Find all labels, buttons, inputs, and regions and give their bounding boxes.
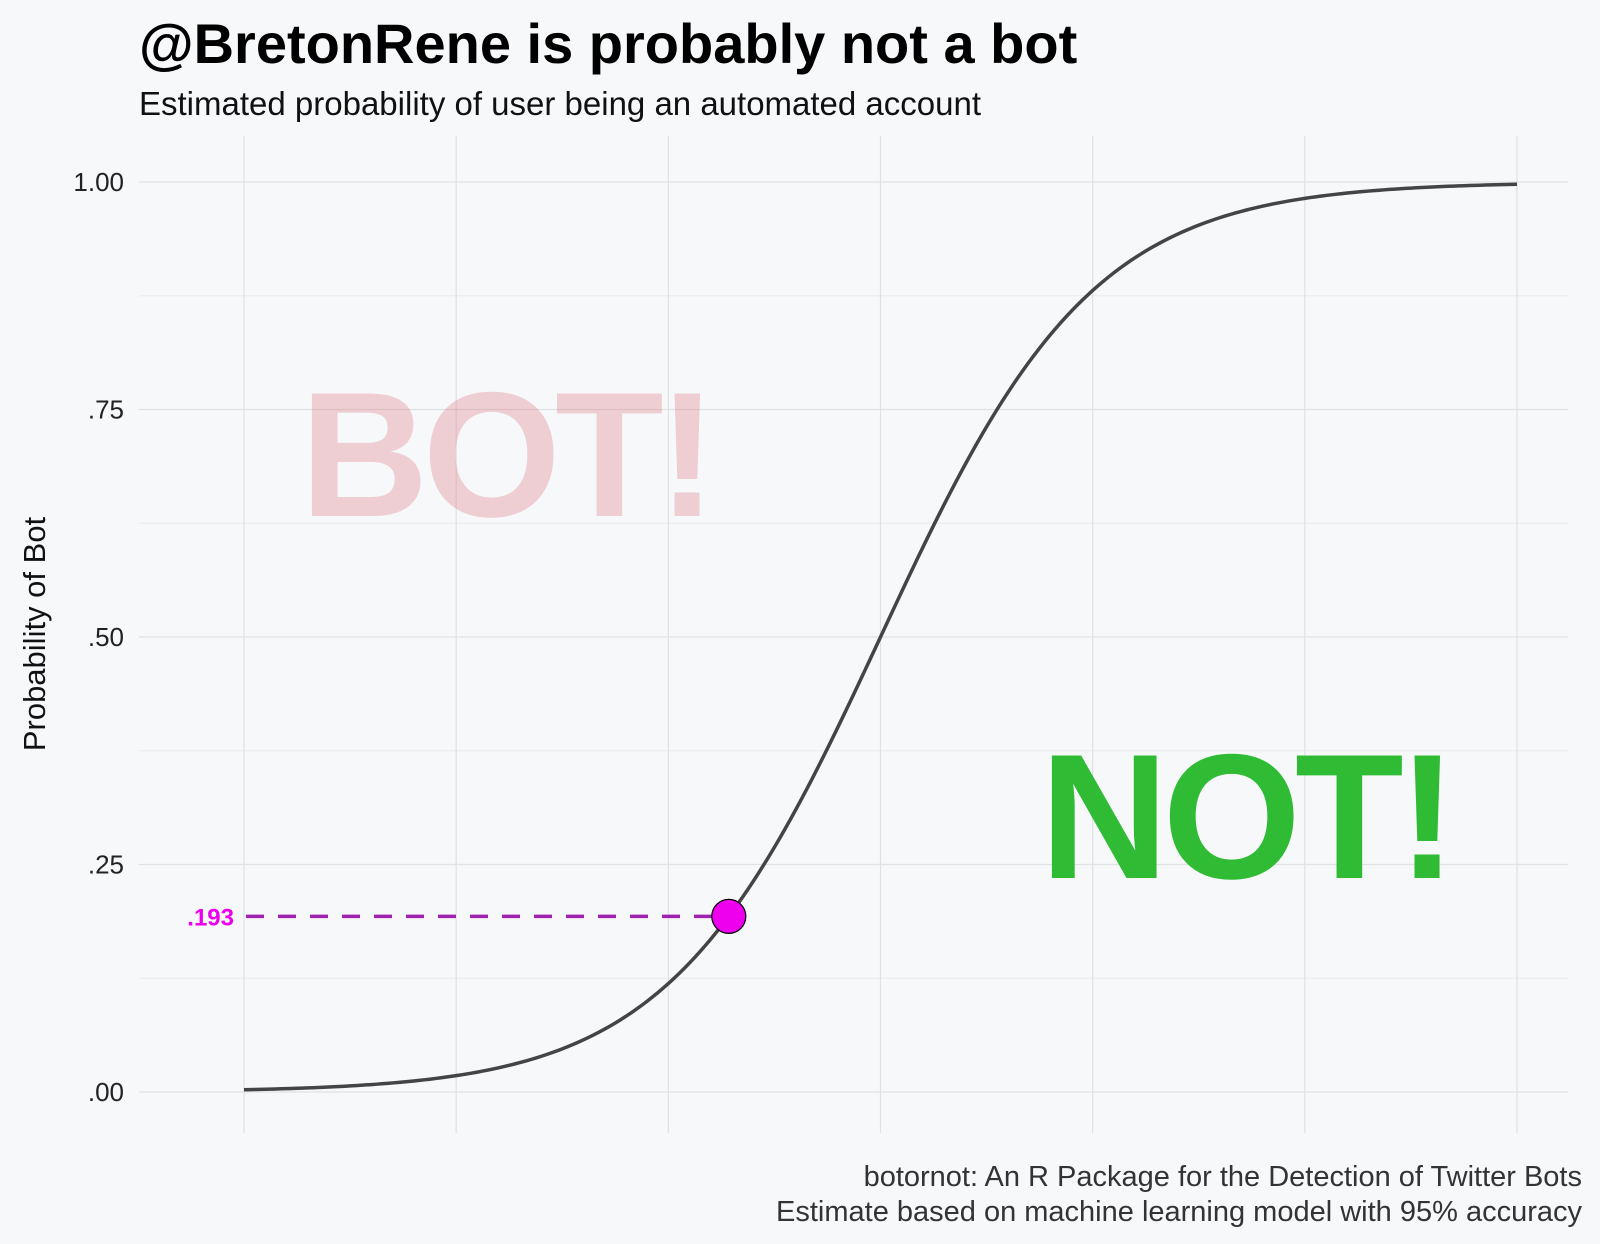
not-annotation: NOT! — [1040, 717, 1451, 916]
grid — [139, 136, 1568, 1133]
y-tick-label: .00 — [88, 1077, 124, 1107]
y-tick-label: 1.00 — [73, 167, 124, 197]
chart-title: @BretonRene is probably not a bot — [139, 12, 1077, 75]
series — [243, 182, 1518, 1092]
y-axis-label: Probability of Bot — [17, 516, 52, 751]
caption-line-1: botornot: An R Package for the Detection… — [864, 1161, 1582, 1193]
y-tick-label: .25 — [88, 850, 124, 880]
bot-annotation: BOT! — [300, 355, 711, 554]
y-axis-ticks: .00 .25 .50 .75 1.00 — [73, 167, 124, 1107]
highlight-point-label: .193 — [187, 904, 234, 931]
caption-line-2: Estimate based on machine learning model… — [776, 1196, 1582, 1228]
y-tick-label: .50 — [88, 622, 124, 652]
chart-subtitle: Estimated probability of user being an a… — [139, 85, 981, 122]
y-tick-label: .75 — [88, 395, 124, 425]
probability-curve — [243, 182, 1518, 1092]
highlight-point — [711, 898, 747, 934]
